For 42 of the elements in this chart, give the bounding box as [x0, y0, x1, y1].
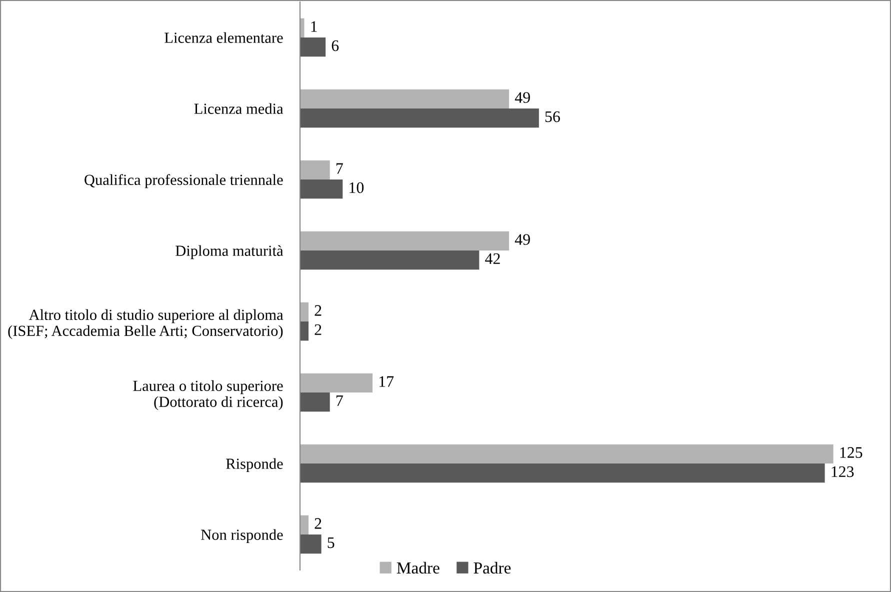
- bar: [300, 534, 322, 554]
- data-label: 6: [332, 40, 339, 52]
- bar: [300, 180, 343, 199]
- bar: [300, 302, 309, 322]
- bar: [300, 444, 834, 464]
- data-label: 1: [311, 21, 317, 32]
- data-label: 125: [840, 447, 862, 458]
- bar: [300, 18, 304, 38]
- y-tick-label: Licenza elementare: [164, 32, 283, 43]
- bar: [300, 160, 330, 180]
- bar: [300, 515, 309, 534]
- y-tick-label: Licenza media: [194, 103, 284, 114]
- legend-label: Padre: [474, 562, 511, 574]
- data-label: 123: [832, 466, 854, 478]
- y-tick-label: Qualifica professionale triennale: [84, 174, 283, 188]
- y-tick-label: Laurea o titolo superiore (Dottorato di ricerca): [133, 380, 283, 410]
- data-label: 56: [545, 111, 560, 122]
- data-label: 10: [350, 182, 364, 194]
- y-tick-label: Altro titolo di studio superiore al diploma (ISEF; Accademia Belle Arti; Conservatorio): [8, 309, 284, 340]
- bar: [300, 322, 309, 341]
- bar: [300, 373, 373, 392]
- bar: [300, 464, 825, 483]
- data-label: 2: [314, 324, 322, 335]
- data-label: 17: [379, 376, 394, 387]
- data-label: 2: [314, 518, 322, 529]
- data-label: 49: [514, 234, 530, 245]
- bar: [300, 38, 326, 57]
- y-tick-label: Diploma maturità: [176, 245, 284, 260]
- data-label: 2: [314, 305, 322, 316]
- bar: [300, 89, 510, 108]
- bar: [300, 108, 539, 128]
- legend-label: Madre: [396, 562, 440, 574]
- data-label: 42: [485, 253, 500, 264]
- y-tick-label: Risponde: [226, 458, 283, 472]
- data-label: 7: [336, 163, 343, 174]
- y-tick-label: Non risponde: [201, 529, 283, 544]
- bar: [300, 231, 510, 250]
- data-label: 5: [328, 537, 334, 548]
- data-label: 49: [514, 92, 530, 103]
- bar: [300, 392, 330, 412]
- data-label: 7: [336, 395, 343, 406]
- bar: [300, 250, 480, 270]
